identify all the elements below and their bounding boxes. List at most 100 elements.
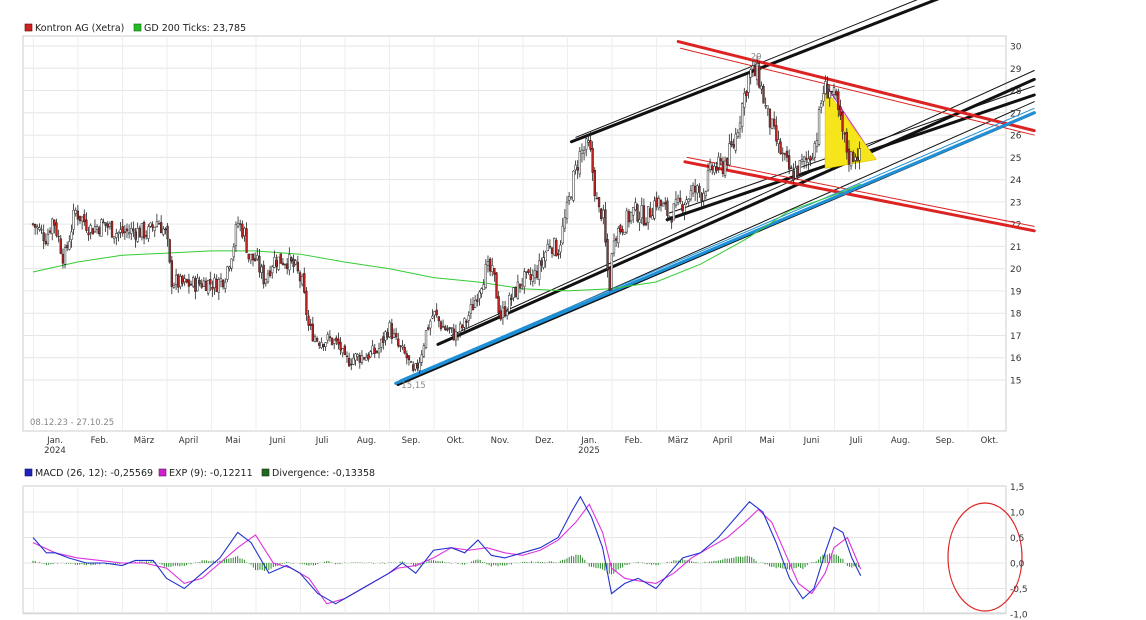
candle-down [681, 204, 684, 211]
candle-up [174, 274, 178, 285]
candle-down [730, 141, 733, 145]
candle-up [478, 291, 481, 299]
candle-up [46, 233, 50, 244]
candle-up [418, 362, 421, 371]
candle-down [110, 221, 114, 238]
candle-down [412, 364, 415, 371]
candle-up [217, 279, 220, 293]
candle-up [313, 336, 317, 342]
candle-up [283, 263, 287, 266]
candle-up [728, 143, 731, 166]
candle-up [542, 257, 545, 268]
candle-up [474, 299, 477, 308]
black-trendline [569, 0, 940, 144]
red-thin-trendline [686, 156, 1035, 227]
candle-down [535, 270, 539, 278]
candle-up [849, 151, 853, 167]
candle-up [824, 81, 827, 94]
red-trendline [683, 160, 1036, 233]
candle-down [343, 345, 347, 356]
candle-down [597, 197, 601, 208]
candle-up [800, 159, 804, 162]
candle-up [68, 241, 71, 250]
candle-down [834, 91, 838, 96]
candle-up [523, 271, 526, 288]
candle-up [93, 226, 97, 233]
candle-up [155, 221, 159, 228]
x-tick-label: Okt. [447, 436, 465, 446]
candle-down [157, 223, 161, 225]
candle-down [721, 161, 725, 174]
x-tick-label: Juni [803, 436, 820, 446]
candle-up [196, 277, 199, 292]
candle-up [657, 198, 660, 209]
candle-up [706, 170, 710, 191]
candle-down [555, 240, 558, 257]
candle-up [632, 207, 635, 216]
candle-down [181, 275, 184, 284]
candle-down [209, 279, 212, 285]
candle-down [303, 273, 306, 293]
candle-up [668, 216, 671, 218]
candle-up [95, 226, 99, 230]
candle-down [309, 323, 312, 326]
candle-down [106, 223, 109, 228]
candle-down [503, 306, 507, 317]
candle-up [183, 278, 186, 283]
candle-up [546, 243, 549, 251]
candle-down [145, 235, 148, 237]
candle-down [66, 245, 69, 248]
candle-up [553, 238, 556, 256]
candle-down [775, 125, 778, 142]
candle-down [142, 222, 146, 239]
candle-down [241, 223, 244, 238]
candle-up [226, 266, 229, 280]
candle-up [369, 351, 372, 358]
candle-down [471, 304, 475, 311]
candle-down [758, 65, 761, 88]
macd-y-axis: 1,5 1,0 0,5 0,0 -0,5 -1,0 [1010, 483, 1028, 620]
price-y-tick-label: 30 [1010, 43, 1022, 53]
x-tick-label: Dez. [535, 436, 554, 446]
candle-down [732, 144, 735, 148]
candle-down [437, 316, 440, 322]
legend-swatch-signal [158, 468, 167, 477]
candle-up [352, 357, 355, 365]
candle-up [207, 280, 210, 294]
price-y-tick-label: 21 [1010, 243, 1021, 253]
candle-down [518, 283, 522, 288]
candle-down [245, 228, 248, 253]
x-tick-label: April [179, 436, 198, 446]
candle-down [796, 165, 799, 176]
candle-up [484, 264, 487, 288]
x-tick-label: Feb. [91, 436, 109, 446]
candle-down [548, 246, 552, 248]
candle-up [162, 228, 165, 235]
blue-trendline [399, 107, 1035, 381]
candle-up [80, 216, 84, 222]
candle-down [166, 225, 169, 240]
candle-down [151, 224, 154, 228]
candle-down [268, 270, 272, 276]
legend-swatch-price [24, 23, 33, 32]
candle-up [640, 205, 643, 219]
red-trendline [676, 40, 1036, 133]
candle-down [305, 290, 308, 315]
x-tick-label: Jan. [46, 436, 63, 446]
candle-down [753, 65, 757, 77]
x-tick-label: Aug. [357, 436, 376, 446]
candle-up [820, 103, 823, 108]
macd-legend: MACD (26, 12): -0,25569 EXP (9): -0,1221… [24, 468, 375, 479]
candle-down [31, 223, 35, 225]
candle-up [574, 164, 577, 171]
candle-up [467, 315, 470, 321]
candle-up [388, 322, 391, 338]
candle-up [704, 191, 707, 196]
candle-down [497, 296, 500, 314]
candle-down [852, 152, 855, 162]
candle-up [610, 253, 614, 289]
candle-up [751, 65, 754, 70]
candle-down [409, 361, 413, 363]
candle-up [365, 356, 368, 361]
